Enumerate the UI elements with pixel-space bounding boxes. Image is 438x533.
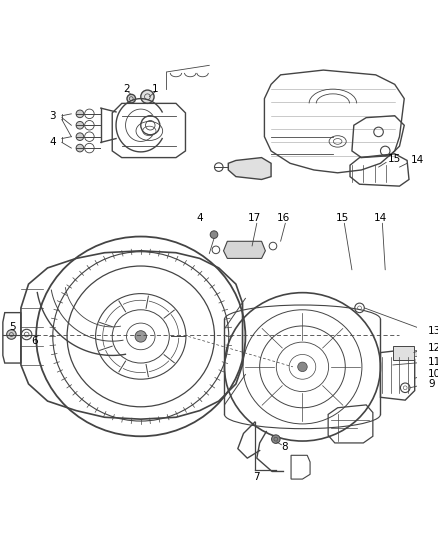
Text: 7: 7 — [254, 472, 260, 482]
Text: 11: 11 — [428, 357, 438, 367]
Text: 6: 6 — [32, 336, 38, 346]
Text: 9: 9 — [428, 379, 434, 389]
Circle shape — [76, 133, 84, 141]
Text: 17: 17 — [248, 213, 261, 222]
Circle shape — [7, 330, 16, 340]
Text: 4: 4 — [49, 138, 56, 148]
Polygon shape — [223, 241, 265, 259]
Circle shape — [272, 435, 280, 443]
Text: 12: 12 — [428, 343, 438, 353]
Text: 14: 14 — [411, 156, 424, 165]
Polygon shape — [228, 158, 271, 180]
Circle shape — [135, 330, 146, 342]
Text: 4: 4 — [196, 213, 203, 222]
Text: 16: 16 — [277, 213, 290, 222]
Circle shape — [298, 362, 307, 372]
Text: 3: 3 — [49, 111, 56, 121]
Text: 5: 5 — [10, 322, 16, 332]
Circle shape — [76, 144, 84, 152]
Bar — [393, 346, 414, 360]
Text: 2: 2 — [123, 84, 130, 94]
Circle shape — [76, 110, 84, 118]
Circle shape — [210, 231, 218, 238]
Text: 8: 8 — [282, 442, 288, 452]
Text: 1: 1 — [152, 84, 159, 94]
Text: 15: 15 — [388, 155, 401, 165]
Text: 10: 10 — [428, 369, 438, 379]
Text: 15: 15 — [336, 213, 349, 222]
Circle shape — [141, 90, 154, 103]
Circle shape — [127, 94, 135, 103]
Circle shape — [76, 122, 84, 129]
Text: 13: 13 — [428, 326, 438, 336]
Text: 14: 14 — [374, 213, 387, 222]
Bar — [414, 350, 417, 357]
